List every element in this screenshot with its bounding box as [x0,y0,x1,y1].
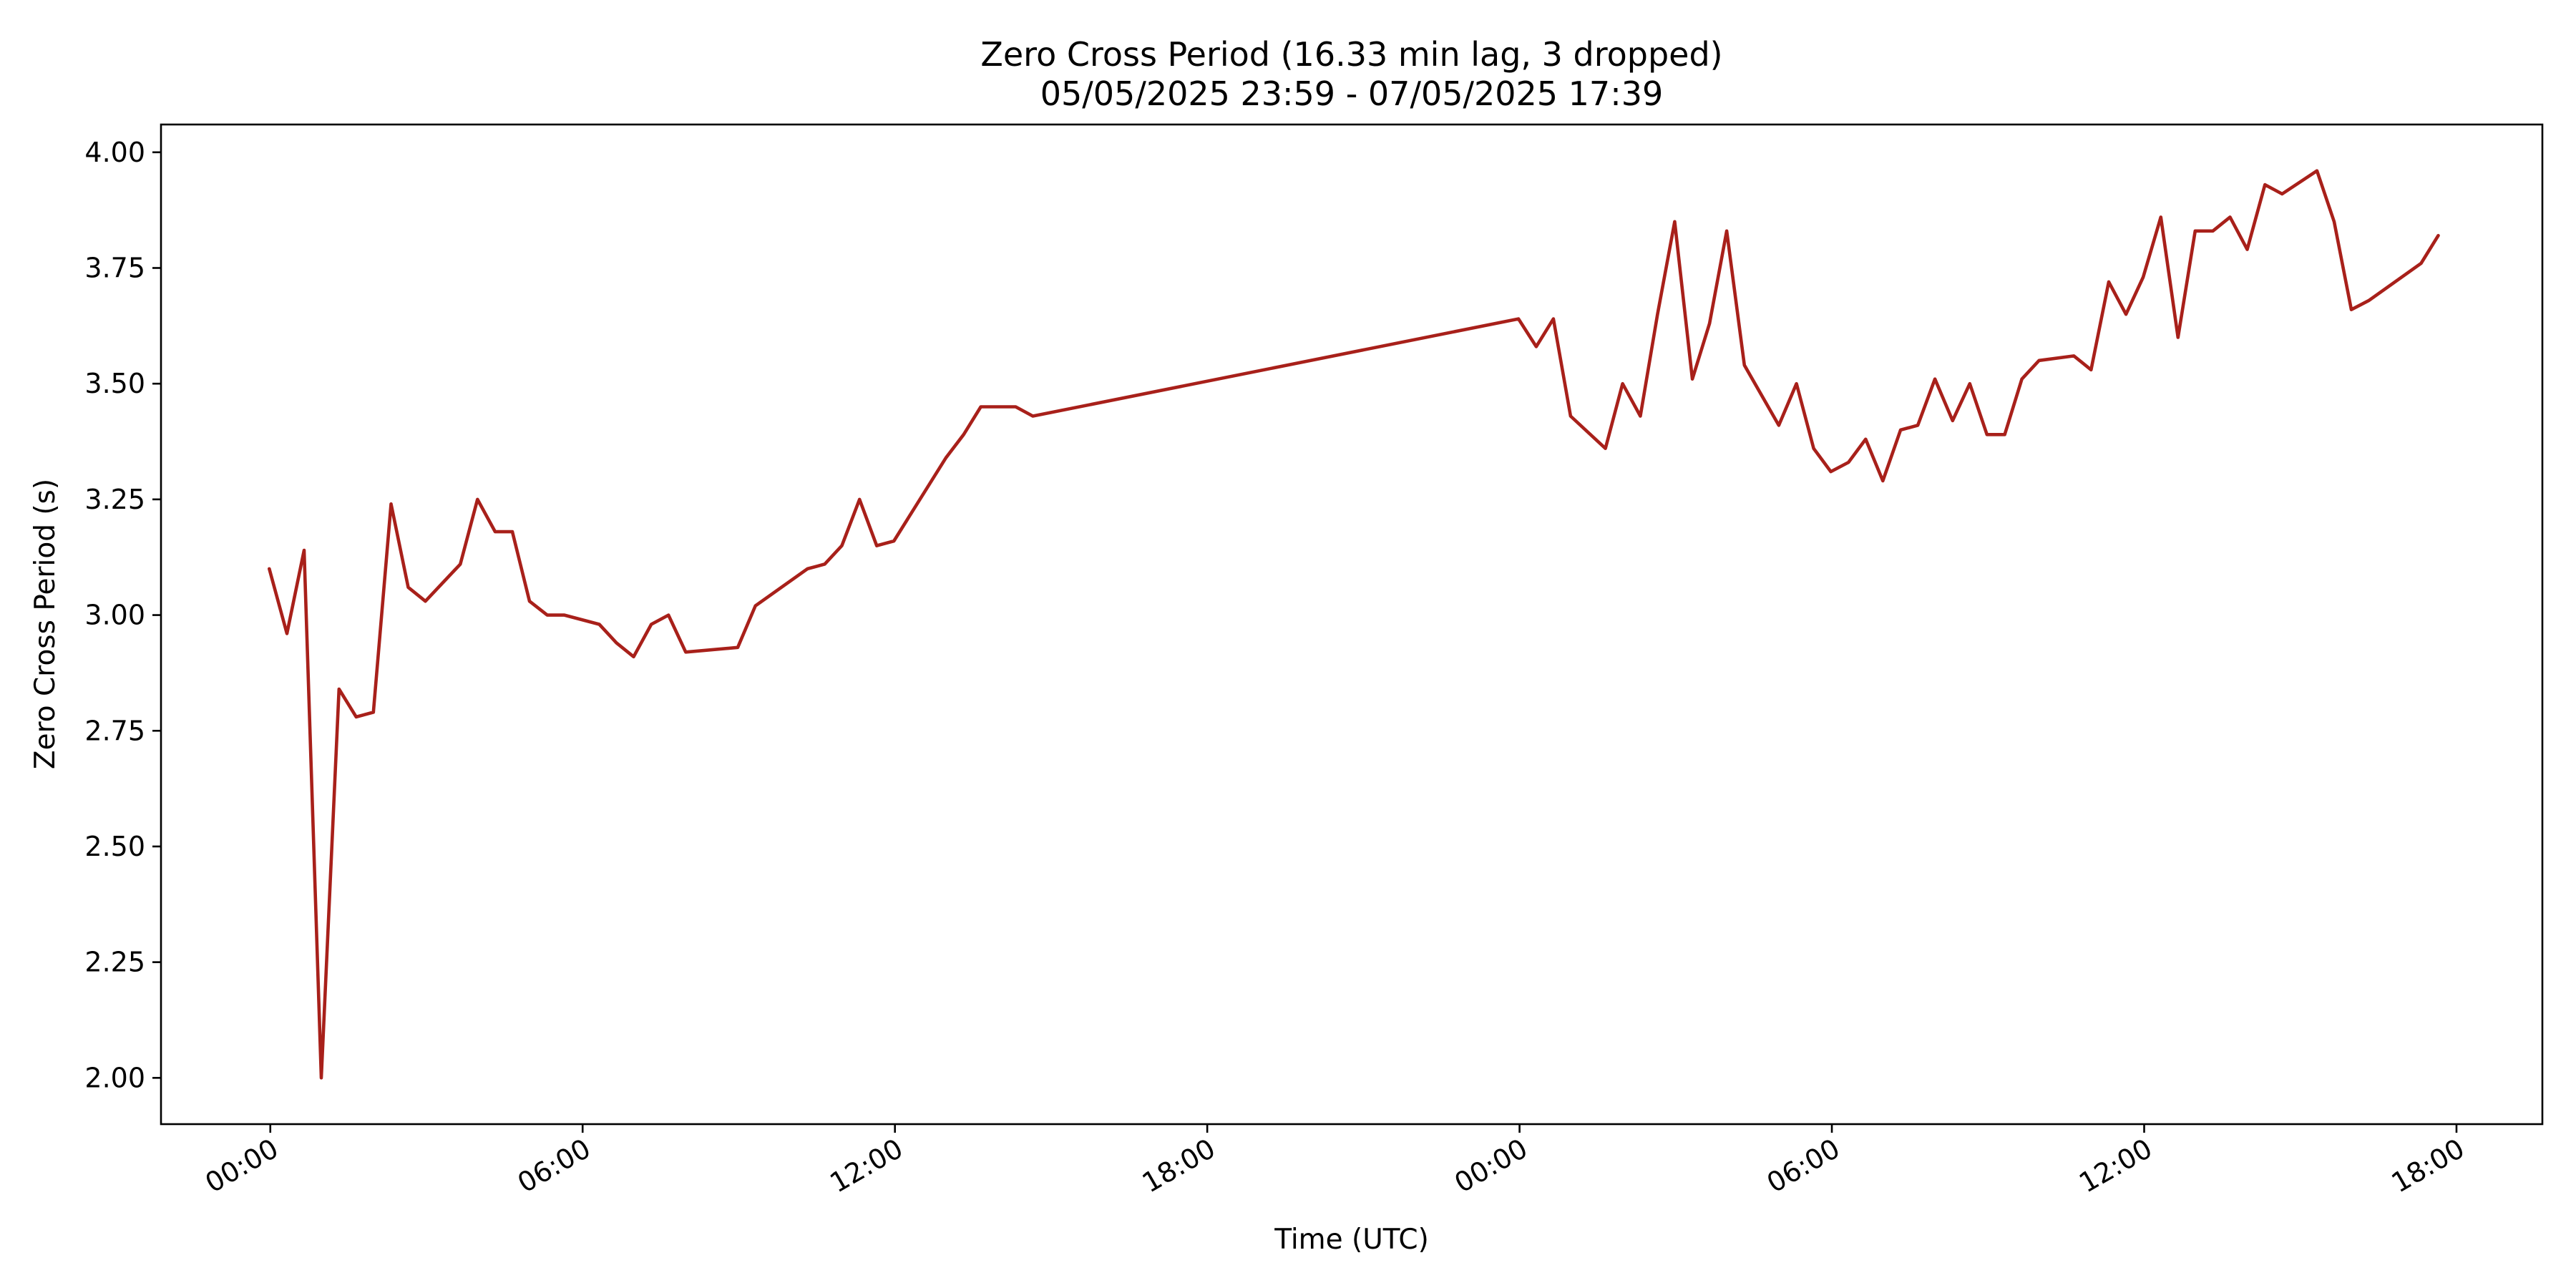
chart-title: Zero Cross Period (16.33 min lag, 3 drop… [980,35,1722,74]
series-layer [268,169,2440,1080]
chart-subtitle: 05/05/2025 23:59 - 07/05/2025 17:39 [1040,74,1663,113]
x-axis-label: Time (UTC) [1274,1224,1429,1256]
plot-frame [160,123,2544,1126]
series-line [268,169,2440,1080]
y-tick-label: 2.00 [84,1062,145,1093]
y-tick-label: 2.75 [84,715,145,746]
y-axis: 2.00 2.25 2.50 2.75 3.00 3.25 3.50 3.75 4.00 [84,137,161,1093]
x-tick-label: 12:00 [824,1133,908,1199]
y-tick-label: 3.25 [84,484,145,515]
x-tick-label: 00:00 [1449,1133,1533,1199]
y-tick-label: 2.25 [84,947,145,978]
x-tick-label: 00:00 [200,1133,283,1199]
x-tick-label: 06:00 [1762,1133,1845,1199]
y-axis-label: Zero Cross Period (s) [29,479,62,769]
x-tick-label: 18:00 [2386,1133,2470,1199]
y-tick-label: 3.00 [84,600,145,631]
y-tick-label: 3.75 [84,252,145,283]
x-tick-label: 18:00 [1137,1133,1221,1199]
x-axis: 00:00 06:00 12:00 18:00 00:00 06:00 12:00 18:00 [200,1124,2469,1199]
y-tick-label: 4.00 [84,137,145,168]
x-tick-label: 12:00 [2074,1133,2157,1199]
y-tick-label: 2.50 [84,831,145,862]
x-tick-label: 06:00 [512,1133,596,1199]
y-tick-label: 3.50 [84,368,145,399]
